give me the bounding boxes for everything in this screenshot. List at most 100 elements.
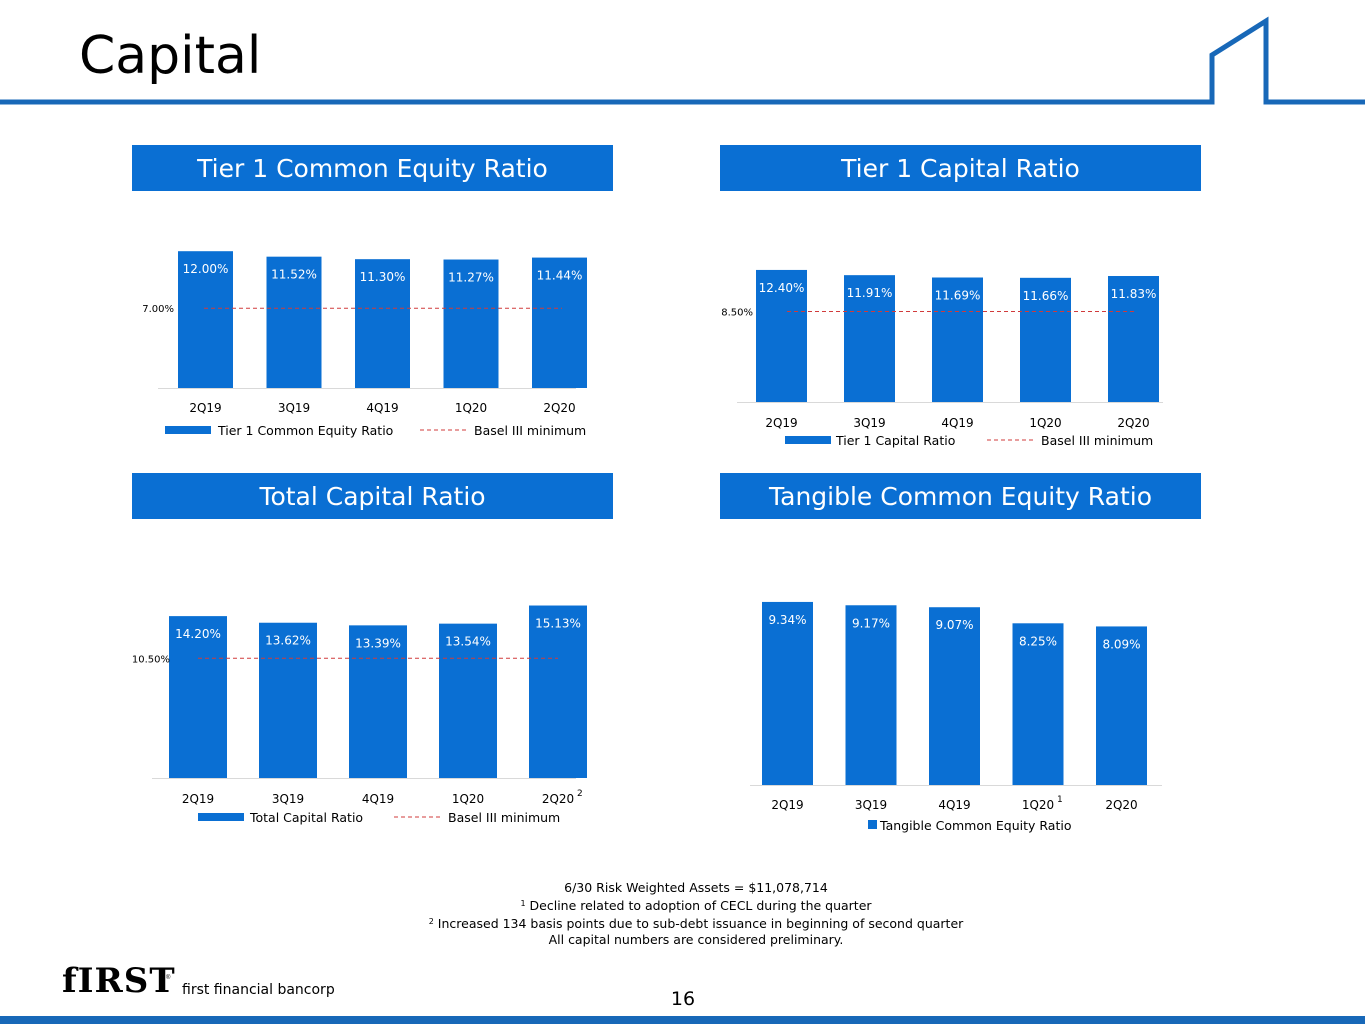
legend-series-name: Total Capital Ratio bbox=[249, 810, 363, 825]
bar-4q19 bbox=[355, 259, 410, 388]
data-label: 11.66% bbox=[1023, 289, 1069, 303]
logo-wordmark: fIRST bbox=[62, 961, 176, 1001]
data-label: 11.91% bbox=[847, 286, 893, 300]
legend-series-name: Tier 1 Capital Ratio bbox=[835, 433, 955, 448]
footnote-risk-weighted-assets: 6/30 Risk Weighted Assets = $11,078,714 bbox=[564, 880, 828, 895]
legend-swatch-bar bbox=[165, 426, 211, 434]
tick-label: 2Q20 bbox=[1105, 798, 1137, 812]
company-name: first financial bancorp bbox=[182, 982, 335, 998]
bar-2q19 bbox=[762, 601, 813, 785]
header-house-line-icon bbox=[0, 16, 1365, 105]
tier1-common-equity-chart: 12.00% 2Q19 11.52% 3Q19 11.30% 4Q19 11.27% 1Q20… bbox=[142, 251, 587, 438]
data-label: 15.13% bbox=[535, 617, 581, 631]
tick-label: 4Q19 bbox=[366, 401, 398, 415]
footnote-2: 2 Increased 134 basis points due to sub-… bbox=[300, 914, 1092, 932]
legend-swatch-bar bbox=[785, 436, 831, 444]
logo-registered-mark: ® bbox=[166, 975, 171, 981]
bar-1q20 bbox=[1012, 623, 1064, 785]
data-label: 12.40% bbox=[759, 281, 805, 295]
data-label: 11.44% bbox=[537, 269, 583, 283]
tick-label: 2Q19 bbox=[765, 416, 797, 430]
bar-1q20 bbox=[439, 623, 497, 778]
data-label: 9.34% bbox=[768, 613, 806, 627]
bar-1q20 bbox=[1020, 277, 1071, 402]
page-number: 16 bbox=[670, 988, 696, 1010]
tier1-capital-chart: 12.40% 2Q19 11.91% 3Q19 11.69% 4Q19 11.66% 1Q20… bbox=[721, 269, 1163, 448]
bar-3q19 bbox=[844, 275, 895, 402]
tick-label: 3Q19 bbox=[278, 401, 310, 415]
data-label: 9.17% bbox=[852, 616, 890, 630]
footnote-1-text: Decline related to adoption of CECL duri… bbox=[529, 898, 872, 913]
legend-series-name: Tangible Common Equity Ratio bbox=[879, 818, 1072, 833]
footnote-1-mark: 1 bbox=[520, 899, 526, 908]
bar-3q19 bbox=[266, 256, 322, 388]
tick-label: 1Q20 bbox=[452, 792, 484, 806]
footnote-1: 1 Decline related to adoption of CECL du… bbox=[300, 896, 1092, 914]
chart-title-tangible-common-equity: Tangible Common Equity Ratio bbox=[720, 473, 1201, 519]
data-label: 11.52% bbox=[271, 268, 317, 282]
basel-minimum-label: 8.50% bbox=[721, 307, 753, 318]
bar-3q19 bbox=[259, 622, 317, 778]
legend-minimum-name: Basel III minimum bbox=[1041, 433, 1153, 448]
chart-title-total-capital: Total Capital Ratio bbox=[132, 473, 613, 519]
bar-2q19 bbox=[169, 616, 227, 778]
basel-minimum-label: 10.50% bbox=[132, 654, 170, 665]
tick-label: 4Q19 bbox=[362, 792, 394, 806]
tick-label: 1Q20 bbox=[455, 401, 487, 415]
tick-label: 1Q20 bbox=[1029, 416, 1061, 430]
chart-title-tier1-common-equity: Tier 1 Common Equity Ratio bbox=[132, 145, 613, 191]
tick-label: 2Q19 bbox=[189, 401, 221, 415]
data-label: 11.30% bbox=[360, 270, 406, 284]
tick-label: 3Q19 bbox=[855, 798, 887, 812]
footnote-preliminary: All capital numbers are considered preli… bbox=[548, 932, 844, 947]
bar-4q19 bbox=[932, 277, 983, 402]
total-capital-chart: 14.20% 2Q19 13.62% 3Q19 13.39% 4Q19 13.54% 1Q20… bbox=[132, 605, 587, 825]
tick-label: 2Q20 bbox=[542, 792, 574, 806]
bar-1q20 bbox=[443, 259, 499, 388]
bar-2q19 bbox=[756, 269, 807, 402]
tick-label: 2Q20 bbox=[543, 401, 575, 415]
tick-label: 3Q19 bbox=[853, 416, 885, 430]
tick-footnote-mark: 2 bbox=[577, 789, 583, 799]
footnote-2-text: Increased 134 basis points due to sub-de… bbox=[437, 916, 964, 931]
data-label: 11.69% bbox=[935, 289, 981, 303]
data-label: 8.25% bbox=[1019, 634, 1057, 648]
chart-title-tier1-capital: Tier 1 Capital Ratio bbox=[720, 145, 1201, 191]
bar-2q20 bbox=[529, 605, 587, 778]
bar-2q19 bbox=[178, 251, 233, 388]
legend-minimum-name: Basel III minimum bbox=[474, 423, 586, 438]
legend-swatch-bar bbox=[198, 813, 244, 821]
data-label: 11.27% bbox=[448, 271, 494, 285]
basel-minimum-label: 7.00% bbox=[142, 304, 174, 315]
bar-4q19 bbox=[349, 625, 407, 778]
legend-swatch-bar bbox=[868, 820, 877, 829]
tick-label: 4Q19 bbox=[938, 798, 970, 812]
bar-4q19 bbox=[929, 607, 980, 785]
data-label: 12.00% bbox=[183, 262, 229, 276]
tick-label: 2Q19 bbox=[182, 792, 214, 806]
bar-2q20 bbox=[1108, 276, 1159, 402]
legend-series-name: Tier 1 Common Equity Ratio bbox=[217, 423, 393, 438]
bar-3q19 bbox=[845, 605, 897, 785]
data-label: 9.07% bbox=[935, 618, 973, 632]
data-label: 8.09% bbox=[1102, 637, 1140, 651]
tangible-common-equity-chart: 9.34% 2Q19 9.17% 3Q19 9.07% 4Q19 8.25% 1Q20 1 8.0… bbox=[750, 601, 1162, 833]
data-label: 13.54% bbox=[445, 635, 491, 649]
bar-2q20 bbox=[532, 257, 587, 388]
tick-label: 4Q19 bbox=[941, 416, 973, 430]
tick-label: 2Q19 bbox=[771, 798, 803, 812]
data-label: 11.83% bbox=[1111, 287, 1157, 301]
footnote-2-mark: 2 bbox=[428, 917, 434, 926]
bar-2q20 bbox=[1096, 626, 1147, 785]
page-title: Capital bbox=[79, 26, 262, 86]
tick-label: 3Q19 bbox=[272, 792, 304, 806]
tick-label: 1Q20 bbox=[1022, 798, 1054, 812]
data-label: 13.39% bbox=[355, 636, 401, 650]
footnotes: 6/30 Risk Weighted Assets = $11,078,714 … bbox=[300, 880, 1092, 948]
footer-band bbox=[0, 1016, 1365, 1024]
legend-minimum-name: Basel III minimum bbox=[448, 810, 560, 825]
tick-label: 2Q20 bbox=[1117, 416, 1149, 430]
tick-footnote-mark: 1 bbox=[1057, 795, 1063, 805]
data-label: 14.20% bbox=[175, 627, 221, 641]
data-label: 13.62% bbox=[265, 634, 311, 648]
